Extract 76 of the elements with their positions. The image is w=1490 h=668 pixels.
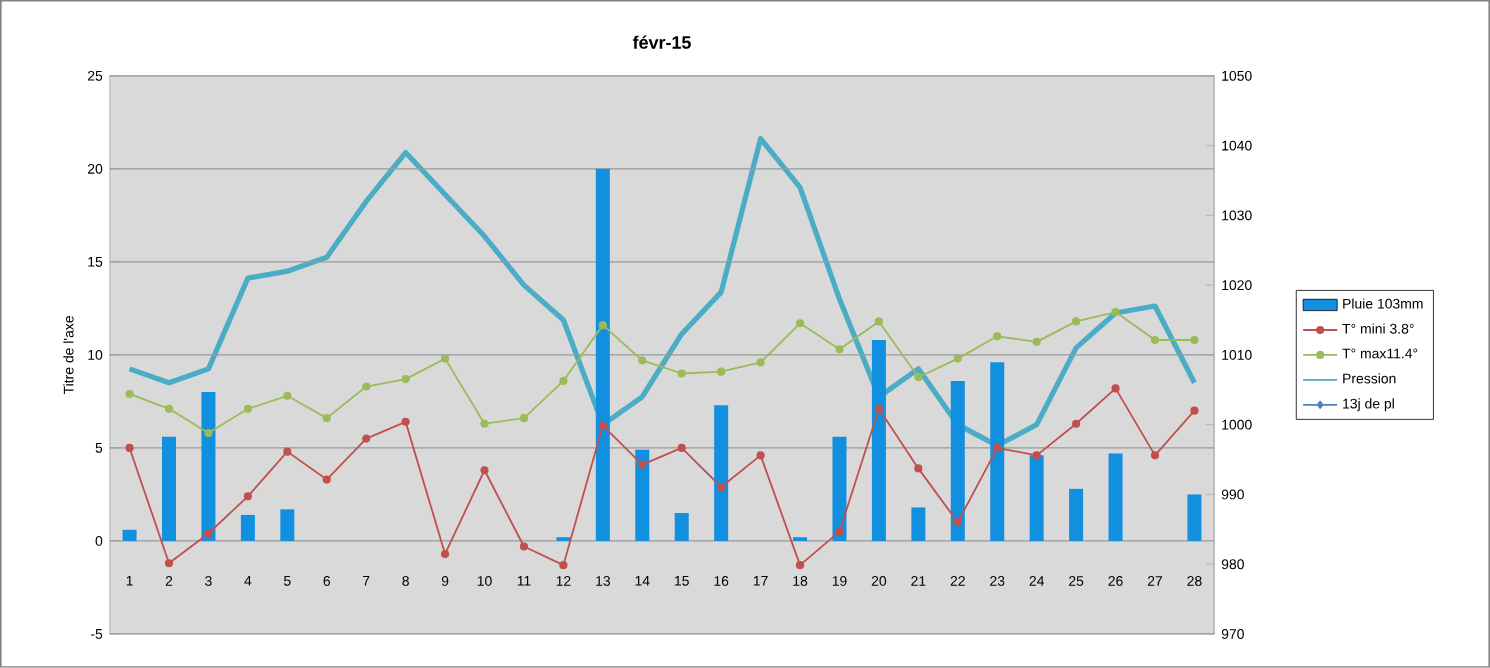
point: [598, 421, 607, 430]
point: [717, 367, 726, 376]
point: [440, 549, 450, 559]
point: [874, 317, 883, 326]
point: [1150, 336, 1160, 345]
bar: [280, 509, 295, 542]
bar: [871, 340, 886, 542]
bar: [595, 168, 610, 542]
point: [835, 527, 844, 536]
point: [362, 382, 371, 391]
point: [1072, 317, 1081, 326]
point: [204, 529, 213, 538]
point: [874, 404, 883, 414]
point: [638, 356, 647, 365]
point: [953, 518, 962, 527]
point: [480, 419, 489, 428]
line-series: [126, 136, 1198, 449]
point: [1072, 419, 1081, 428]
point: [440, 354, 450, 363]
point: [1190, 336, 1199, 345]
bar: [832, 436, 847, 542]
point: [559, 376, 568, 386]
point: [795, 561, 805, 570]
point: [677, 443, 686, 453]
bar: [714, 405, 729, 542]
bar: [1187, 494, 1202, 542]
bar: [635, 449, 650, 542]
point: [362, 434, 371, 443]
bar: [162, 436, 176, 542]
bar: [950, 381, 965, 542]
point: [204, 429, 213, 438]
bar: [1108, 453, 1123, 542]
point: [677, 369, 686, 378]
bar: [240, 514, 255, 542]
point: [480, 466, 489, 475]
point: [756, 451, 765, 460]
point: [164, 559, 174, 568]
point: [283, 391, 292, 401]
point: [164, 404, 174, 414]
bar: [990, 362, 1005, 542]
bar: [911, 507, 926, 542]
point: [243, 492, 252, 501]
point: [283, 447, 292, 456]
point: [125, 389, 134, 399]
point: [519, 542, 529, 551]
point: [993, 332, 1002, 341]
bar: [201, 392, 216, 542]
point: [993, 443, 1002, 453]
chart-title: févr-15: [632, 35, 691, 49]
point: [1190, 406, 1199, 415]
point: [322, 475, 331, 484]
point: [559, 561, 568, 570]
point: [638, 460, 647, 469]
point: [401, 375, 410, 384]
point: [1111, 384, 1120, 393]
point: [756, 358, 765, 367]
point: [1111, 308, 1120, 317]
point: [914, 464, 923, 473]
point: [401, 417, 410, 427]
point: [1032, 451, 1041, 460]
point: [1150, 451, 1160, 460]
point: [519, 414, 529, 423]
bar: [674, 513, 689, 542]
bar: [1069, 488, 1084, 542]
point: [835, 345, 844, 354]
point: [717, 483, 726, 492]
point: [322, 414, 331, 423]
point: [598, 321, 607, 330]
point: [125, 443, 134, 453]
point: [243, 404, 252, 414]
bar: [122, 529, 137, 542]
point: [795, 319, 805, 328]
bar: [1029, 455, 1044, 542]
point: [914, 373, 923, 382]
point: [1032, 337, 1041, 347]
point: [953, 354, 962, 363]
